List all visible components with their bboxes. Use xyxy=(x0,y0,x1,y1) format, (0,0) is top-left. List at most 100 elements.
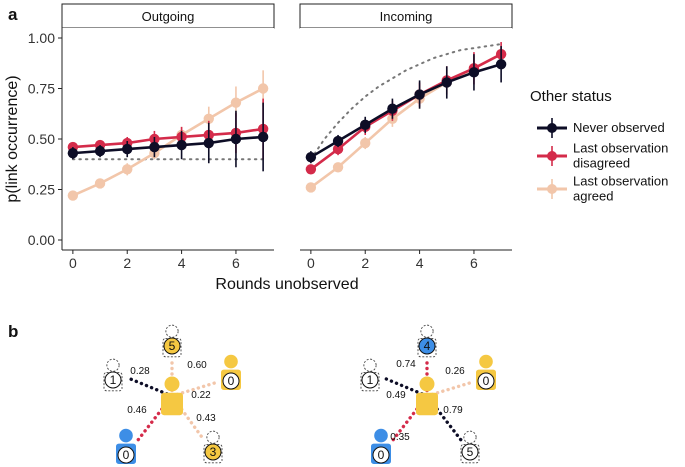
edge-weight-label: 0.46 xyxy=(127,405,147,416)
data-point xyxy=(230,97,242,108)
y-ticks: 0.00 0.25 0.50 0.75 1.00 xyxy=(28,30,62,248)
x-tick-label: 6 xyxy=(470,255,478,271)
facet-title-outgoing: Outgoing xyxy=(142,9,195,24)
network-edge xyxy=(136,394,174,442)
person-head xyxy=(420,324,434,338)
legend-key-point xyxy=(547,151,557,161)
network-0: 0.28 0.60 0.22 0.46 0.43 1 5 0 0 3 xyxy=(103,324,241,464)
x-tick-label: 2 xyxy=(123,255,131,271)
node-number: 3 xyxy=(210,445,217,459)
facet-strip-outgoing xyxy=(61,3,275,29)
edge-weight-label: 0.49 xyxy=(386,390,406,401)
data-point xyxy=(122,143,133,155)
edge-weight-label: 0.22 xyxy=(191,390,211,401)
network-edge xyxy=(391,394,429,442)
data-point xyxy=(94,145,106,157)
person-head xyxy=(479,354,493,369)
data-point xyxy=(332,143,344,155)
y-axis-title: p(link occurrence) xyxy=(4,75,21,202)
y-tick-label: 0.50 xyxy=(28,131,55,147)
data-point xyxy=(495,59,507,70)
x-tick-label: 0 xyxy=(69,255,77,271)
node-badge xyxy=(372,446,390,464)
node-number: 5 xyxy=(169,339,176,353)
edge-weight-label: 0.60 xyxy=(187,360,207,371)
x-tick-label: 2 xyxy=(361,255,369,271)
network-diagram: 0.28 0.60 0.22 0.46 0.43 1 5 0 0 3 0.49 0.74 0.26 0.3… xyxy=(103,324,496,464)
person-head xyxy=(463,430,477,444)
legend-title: Other status xyxy=(530,88,612,105)
node-number: 0 xyxy=(228,374,235,388)
data-point xyxy=(67,147,79,159)
network-edge xyxy=(425,380,475,398)
data-point xyxy=(67,190,79,201)
person-head xyxy=(374,428,388,443)
node-number: 0 xyxy=(378,448,385,462)
person-head xyxy=(165,324,179,338)
panel-letter-b: b xyxy=(8,322,18,341)
network-1: 0.49 0.74 0.26 0.35 0.79 1 4 0 0 5 xyxy=(360,324,496,464)
data-point xyxy=(257,83,269,94)
data-point xyxy=(257,131,269,143)
data-point xyxy=(176,139,187,151)
network-edge xyxy=(126,376,174,398)
y-tick-label: 1.00 xyxy=(28,30,55,46)
node-badge xyxy=(163,337,181,355)
legend-key-point xyxy=(547,123,557,133)
node-badge xyxy=(461,443,479,461)
legend-label: Never observed xyxy=(573,120,665,135)
chart-marks xyxy=(67,42,507,201)
network-edge xyxy=(170,394,206,442)
data-point xyxy=(203,137,214,149)
series-2 xyxy=(305,46,507,164)
x-tick-label: 4 xyxy=(178,255,186,271)
person-head xyxy=(106,358,120,372)
legend-label: Last observation xyxy=(573,174,668,189)
x-tick-label: 0 xyxy=(307,255,315,271)
node-number: 0 xyxy=(483,374,490,388)
y-tick-label: 0.00 xyxy=(28,232,55,248)
node-badge xyxy=(418,337,436,355)
network-edge xyxy=(170,380,220,398)
node-badge xyxy=(204,443,222,461)
network-edge xyxy=(382,376,429,398)
data-point xyxy=(387,103,398,114)
data-point xyxy=(305,182,317,193)
data-point xyxy=(360,137,371,149)
legend-label: Last observation xyxy=(573,141,668,156)
person-head xyxy=(224,354,238,369)
facet-title-incoming: Incoming xyxy=(380,9,433,24)
person-head xyxy=(419,376,435,392)
person-body xyxy=(161,392,183,416)
node-number: 4 xyxy=(424,339,431,353)
legend-label: disagreed xyxy=(573,156,630,171)
node-badge xyxy=(477,372,495,390)
person-head xyxy=(206,430,220,444)
y-tick-label: 0.25 xyxy=(28,182,55,198)
node-badge xyxy=(361,371,379,389)
x-tick-label: 6 xyxy=(232,255,240,271)
edge-weight-label: 0.28 xyxy=(130,366,150,377)
data-point xyxy=(305,151,317,163)
plot-panel-incoming xyxy=(300,28,512,250)
edge-weight-label: 0.79 xyxy=(443,405,463,416)
legend-label: agreed xyxy=(573,189,613,204)
data-point xyxy=(230,133,242,145)
edge-weight-label: 0.74 xyxy=(396,359,416,370)
data-point xyxy=(360,119,371,131)
node-number: 1 xyxy=(110,373,117,387)
data-point xyxy=(203,113,214,125)
x-ticks: 0 2 4 6 0 2 4 6 xyxy=(69,250,478,271)
x-tick-label: 4 xyxy=(416,255,424,271)
data-point xyxy=(122,164,133,175)
node-number: 5 xyxy=(467,445,474,459)
node-badge xyxy=(117,446,135,464)
edge-weight-label: 0.26 xyxy=(445,366,465,377)
person-head xyxy=(363,358,377,372)
data-point xyxy=(149,141,160,153)
node-badge xyxy=(222,372,240,390)
legend-key-point xyxy=(547,184,557,194)
network-edge xyxy=(425,394,463,442)
